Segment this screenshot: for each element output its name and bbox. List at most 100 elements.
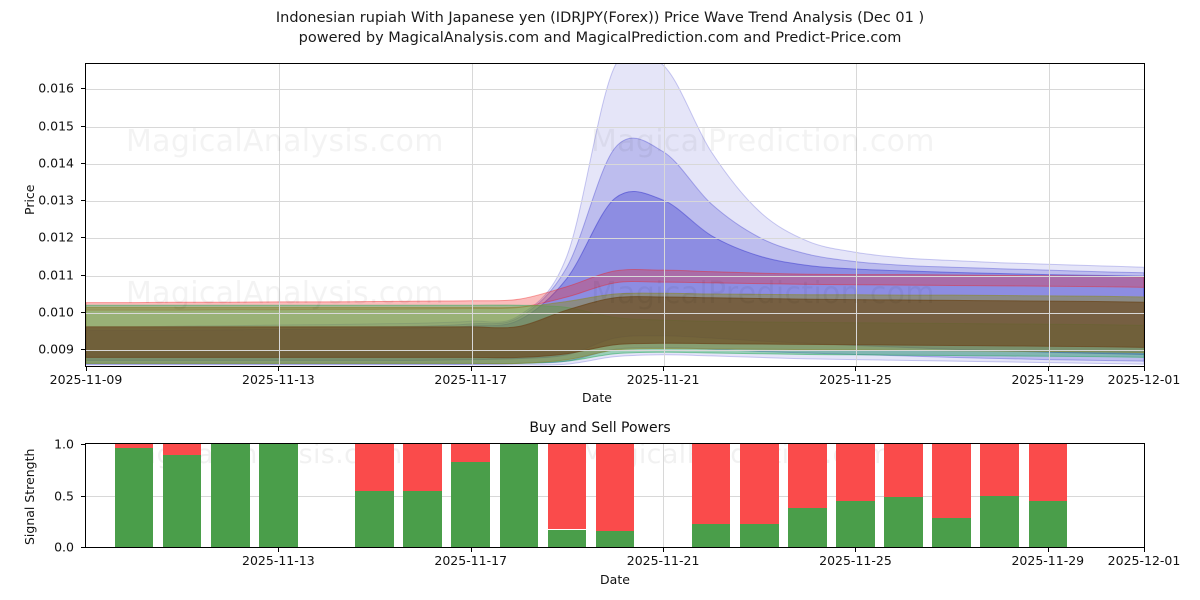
price-x-tick-label: 2025-11-17	[434, 372, 508, 387]
signal-x-tickmark	[855, 548, 857, 552]
signal-bar-buy-segment	[691, 524, 731, 547]
chart-title-block: Indonesian rupiah With Japanese yen (IDR…	[0, 8, 1200, 48]
signal-bar[interactable]	[932, 444, 971, 547]
signal-bar-buy-segment	[451, 461, 490, 547]
signal-bar[interactable]	[595, 444, 635, 547]
signal-bar[interactable]	[211, 444, 250, 547]
signal-x-tickmark	[1047, 548, 1049, 552]
signal-bar[interactable]	[740, 444, 779, 547]
signal-y-tick-label: 0.5	[54, 488, 74, 503]
price-gridline-v	[471, 64, 473, 366]
price-y-tickmark	[81, 162, 85, 164]
signal-bar-sell-segment	[114, 444, 154, 449]
price-gridline-v	[856, 64, 858, 366]
signal-bar[interactable]	[836, 444, 875, 547]
price-y-tick-label: 0.009	[38, 341, 74, 357]
signal-x-tick-label: 2025-11-29	[1011, 553, 1085, 568]
signal-x-tick-label: 2025-11-13	[242, 553, 315, 568]
price-gridline-h	[86, 163, 1144, 165]
signal-x-tick-label: 2025-11-21	[626, 553, 700, 568]
signal-y-tickmark	[81, 547, 85, 548]
price-x-tickmark	[278, 367, 280, 371]
price-gridline-h	[86, 312, 1144, 314]
signal-bar[interactable]	[259, 444, 298, 547]
signal-bar[interactable]	[788, 444, 827, 547]
signal-bar-sell-segment	[932, 444, 971, 519]
signal-bar-sell-segment	[355, 444, 394, 492]
price-x-tickmark	[1047, 367, 1049, 371]
price-gridline-h	[86, 126, 1144, 128]
signal-bar[interactable]	[884, 444, 923, 547]
signal-bar[interactable]	[1028, 444, 1068, 547]
price-chart-x-axis-label: Date	[582, 390, 612, 405]
signal-bar-buy-segment	[403, 490, 442, 547]
signal-bar-sell-segment	[451, 444, 490, 462]
signal-bar-buy-segment	[884, 496, 923, 547]
signal-bar-buy-segment	[788, 508, 827, 547]
price-x-tick-label: 2025-11-09	[49, 372, 123, 387]
page-title: Indonesian rupiah With Japanese yen (IDR…	[275, 10, 925, 26]
signal-y-tick-label: 1.0	[54, 436, 74, 452]
price-y-tickmark	[81, 349, 85, 351]
price-x-tickmark	[470, 367, 472, 371]
signal-bar-sell-segment	[884, 444, 923, 497]
signal-chart-clip: MagicalAnalysis.com MagicalPrediction.co…	[86, 444, 1144, 547]
price-wave-bands	[86, 64, 1144, 366]
signal-x-tickmark	[663, 548, 665, 552]
price-x-tick-label: 2025-11-21	[626, 372, 700, 387]
signal-bar[interactable]	[980, 444, 1019, 547]
price-x-tickmark	[855, 367, 857, 371]
signal-bar[interactable]	[403, 444, 442, 547]
signal-bar[interactable]	[499, 444, 539, 547]
price-chart-plot-area: MagicalAnalysis.com MagicalPrediction.co…	[85, 63, 1145, 367]
price-x-tick-label: 2025-12-01	[1107, 372, 1181, 387]
price-x-tickmark	[86, 367, 87, 371]
signal-bar-sell-segment	[547, 444, 587, 530]
price-gridline-h	[86, 238, 1144, 240]
signal-chart-y-axis-label: Signal Strength	[22, 448, 37, 545]
price-x-tick-label: 2025-11-29	[1011, 372, 1085, 387]
signal-gridline-v	[663, 444, 665, 547]
signal-bar-buy-segment	[114, 448, 154, 547]
price-x-tick-label: 2025-11-25	[819, 372, 892, 387]
price-y-tick-label: 0.011	[38, 267, 74, 283]
price-x-tick-label: 2025-11-13	[242, 372, 315, 387]
signal-y-tickmark	[81, 495, 85, 497]
signal-chart-title: Buy and Sell Powers	[529, 420, 671, 436]
signal-bar[interactable]	[691, 444, 731, 547]
page-subtitle: powered by MagicalAnalysis.com and Magic…	[298, 30, 902, 46]
price-y-tickmark	[81, 88, 85, 90]
signal-bar-sell-segment	[595, 444, 635, 531]
signal-bar-sell-segment	[740, 444, 779, 525]
signal-bar[interactable]	[162, 444, 202, 547]
signal-x-tick-label: 2025-11-17	[434, 553, 508, 568]
price-gridline-v	[664, 64, 666, 366]
signal-bar-sell-segment	[788, 444, 827, 509]
signal-bar-buy-segment	[740, 524, 779, 547]
price-y-tick-label: 0.015	[38, 118, 74, 134]
price-y-tick-label: 0.010	[38, 304, 74, 320]
price-gridline-h	[86, 350, 1144, 352]
signal-bar[interactable]	[451, 444, 490, 547]
price-y-tick-label: 0.016	[38, 80, 74, 96]
signal-bar[interactable]	[355, 444, 394, 547]
price-gridline-v	[1048, 64, 1050, 366]
wave-band-brown-inner-band	[86, 296, 1144, 359]
signal-bar-buy-segment	[1028, 500, 1068, 547]
price-x-tickmark	[1144, 367, 1145, 371]
price-gridline-h	[86, 201, 1144, 203]
signal-bar-sell-segment	[162, 444, 202, 456]
price-y-tick-label: 0.014	[38, 155, 74, 171]
signal-bar-buy-segment	[162, 455, 202, 547]
price-y-tickmark	[81, 125, 85, 127]
signal-bar-buy-segment	[836, 500, 875, 547]
signal-x-tick-label: 2025-11-25	[819, 553, 892, 568]
signal-x-tickmark	[1144, 548, 1145, 552]
signal-bar-buy-segment	[211, 444, 250, 547]
signal-bar-sell-segment	[403, 444, 442, 491]
signal-bar-sell-segment	[1028, 444, 1068, 501]
signal-bar[interactable]	[547, 444, 587, 547]
signal-chart-x-axis-label: Date	[600, 572, 630, 587]
signal-bar[interactable]	[114, 444, 154, 547]
signal-bar-buy-segment	[980, 495, 1019, 547]
